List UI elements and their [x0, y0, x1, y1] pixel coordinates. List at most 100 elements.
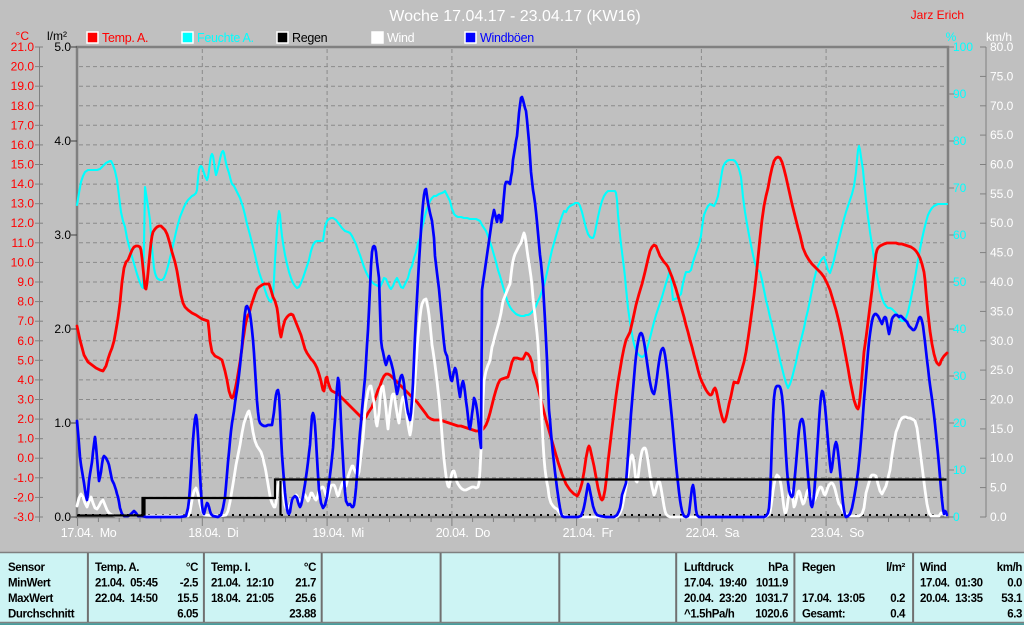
svg-text:10.0: 10.0	[990, 451, 1014, 465]
svg-text:17.04. Mo: 17.04. Mo	[61, 526, 117, 540]
svg-text:5.0: 5.0	[990, 481, 1007, 495]
svg-text:0.0: 0.0	[17, 451, 34, 465]
svg-text:20.0: 20.0	[11, 60, 35, 74]
svg-text:-1.0: -1.0	[13, 471, 34, 485]
svg-text:23.88: 23.88	[289, 609, 317, 621]
svg-text:60.0: 60.0	[990, 158, 1014, 172]
svg-text:°C: °C	[304, 562, 316, 574]
svg-text:-3.0: -3.0	[13, 510, 34, 524]
svg-text:53.1: 53.1	[1001, 593, 1023, 605]
svg-text:Regen: Regen	[802, 562, 836, 574]
svg-text:17.04. 01:30: 17.04. 01:30	[920, 578, 983, 590]
svg-text:18.04. Di: 18.04. Di	[188, 526, 238, 540]
svg-text:l/m²: l/m²	[886, 562, 905, 574]
svg-text:25.0: 25.0	[990, 363, 1014, 377]
svg-text:2.0: 2.0	[54, 322, 71, 336]
svg-text:l/m²: l/m²	[47, 29, 67, 43]
svg-text:30.0: 30.0	[990, 334, 1014, 348]
svg-text:Luftdruck: Luftdruck	[684, 562, 734, 574]
svg-text:22.04. 14:50: 22.04. 14:50	[95, 593, 158, 605]
svg-text:20.04. Do: 20.04. Do	[436, 526, 491, 540]
svg-text:3.0: 3.0	[54, 228, 71, 242]
svg-text:30: 30	[953, 369, 967, 383]
svg-text:hPa: hPa	[768, 562, 789, 574]
svg-text:4.0: 4.0	[54, 134, 71, 148]
svg-text:7.0: 7.0	[17, 314, 34, 328]
svg-text:14.0: 14.0	[11, 177, 35, 191]
svg-text:8.0: 8.0	[17, 295, 34, 309]
svg-text:21.0: 21.0	[11, 40, 35, 54]
svg-text:17.04. 19:40: 17.04. 19:40	[684, 578, 747, 590]
svg-text:-2.5: -2.5	[180, 578, 199, 590]
svg-text:13.0: 13.0	[11, 197, 35, 211]
svg-text:MaxWert: MaxWert	[8, 593, 53, 605]
svg-text:Jarz Erich: Jarz Erich	[911, 8, 964, 22]
svg-text:km/h: km/h	[986, 30, 1012, 44]
svg-text:21.04. 12:10: 21.04. 12:10	[211, 578, 274, 590]
svg-text:Temp. A.: Temp. A.	[102, 31, 148, 45]
svg-text:15.5: 15.5	[177, 593, 199, 605]
svg-text:6.3: 6.3	[1007, 609, 1022, 621]
svg-text:0: 0	[953, 510, 960, 524]
svg-text:10.0: 10.0	[11, 255, 35, 269]
svg-text:50.0: 50.0	[990, 216, 1014, 230]
svg-text:11.0: 11.0	[12, 236, 35, 250]
svg-text:MinWert: MinWert	[8, 578, 51, 590]
svg-text:20.04. 23:20: 20.04. 23:20	[684, 593, 747, 605]
svg-text:Gesamt:: Gesamt:	[802, 609, 845, 621]
svg-text:1.0: 1.0	[54, 416, 71, 430]
svg-text:80.0: 80.0	[990, 40, 1014, 54]
svg-text:Wind: Wind	[920, 562, 947, 574]
svg-text:Wind: Wind	[387, 31, 415, 45]
svg-text:Windböen: Windböen	[480, 31, 534, 45]
svg-text:^1.5hPa/h: ^1.5hPa/h	[684, 609, 735, 621]
svg-text:4.0: 4.0	[17, 373, 34, 387]
svg-text:%: %	[946, 30, 957, 44]
svg-text:1031.7: 1031.7	[755, 593, 788, 605]
svg-text:70.0: 70.0	[990, 99, 1014, 113]
svg-text:60: 60	[953, 228, 967, 242]
svg-text:20: 20	[953, 416, 967, 430]
svg-text:Feuchte A.: Feuchte A.	[197, 31, 254, 45]
svg-text:25.6: 25.6	[295, 593, 316, 605]
svg-text:0.4: 0.4	[890, 609, 906, 621]
svg-text:20.04. 13:35: 20.04. 13:35	[920, 593, 984, 605]
svg-text:50: 50	[953, 275, 967, 289]
svg-text:18.0: 18.0	[11, 99, 35, 113]
svg-text:km/h: km/h	[997, 562, 1023, 574]
svg-text:19.0: 19.0	[11, 79, 35, 93]
svg-text:21.7: 21.7	[295, 578, 316, 590]
svg-text:1.0: 1.0	[17, 432, 34, 446]
svg-text:10: 10	[953, 463, 967, 477]
svg-text:21.04. 05:45: 21.04. 05:45	[95, 578, 159, 590]
svg-text:23.04. So: 23.04. So	[810, 526, 864, 540]
svg-text:20.0: 20.0	[990, 393, 1014, 407]
svg-text:°C: °C	[186, 562, 198, 574]
svg-text:12.0: 12.0	[11, 216, 35, 230]
svg-text:5.0: 5.0	[54, 40, 71, 54]
svg-text:2.0: 2.0	[17, 412, 34, 426]
svg-text:75.0: 75.0	[990, 69, 1014, 83]
svg-text:15.0: 15.0	[990, 422, 1014, 436]
svg-text:16.0: 16.0	[11, 138, 35, 152]
svg-text:100: 100	[953, 40, 973, 54]
svg-text:-2.0: -2.0	[13, 490, 34, 504]
svg-text:Woche 17.04.17 - 23.04.17 (KW1: Woche 17.04.17 - 23.04.17 (KW16)	[389, 8, 640, 25]
svg-text:6.05: 6.05	[177, 609, 199, 621]
svg-text:45.0: 45.0	[990, 246, 1014, 260]
svg-text:90: 90	[953, 87, 967, 101]
svg-text:0.2: 0.2	[890, 593, 905, 605]
svg-text:22.04. Sa: 22.04. Sa	[686, 526, 740, 540]
svg-text:40: 40	[953, 322, 967, 336]
svg-text:55.0: 55.0	[990, 187, 1014, 201]
svg-text:9.0: 9.0	[17, 275, 34, 289]
svg-text:0.0: 0.0	[1007, 578, 1022, 590]
svg-text:80: 80	[953, 134, 967, 148]
svg-text:Sensor: Sensor	[8, 562, 46, 574]
svg-text:°C: °C	[16, 29, 30, 43]
svg-text:5.0: 5.0	[17, 353, 34, 367]
svg-text:40.0: 40.0	[990, 275, 1014, 289]
svg-text:1020.6: 1020.6	[755, 609, 788, 621]
svg-text:65.0: 65.0	[990, 128, 1014, 142]
svg-text:3.0: 3.0	[17, 393, 34, 407]
